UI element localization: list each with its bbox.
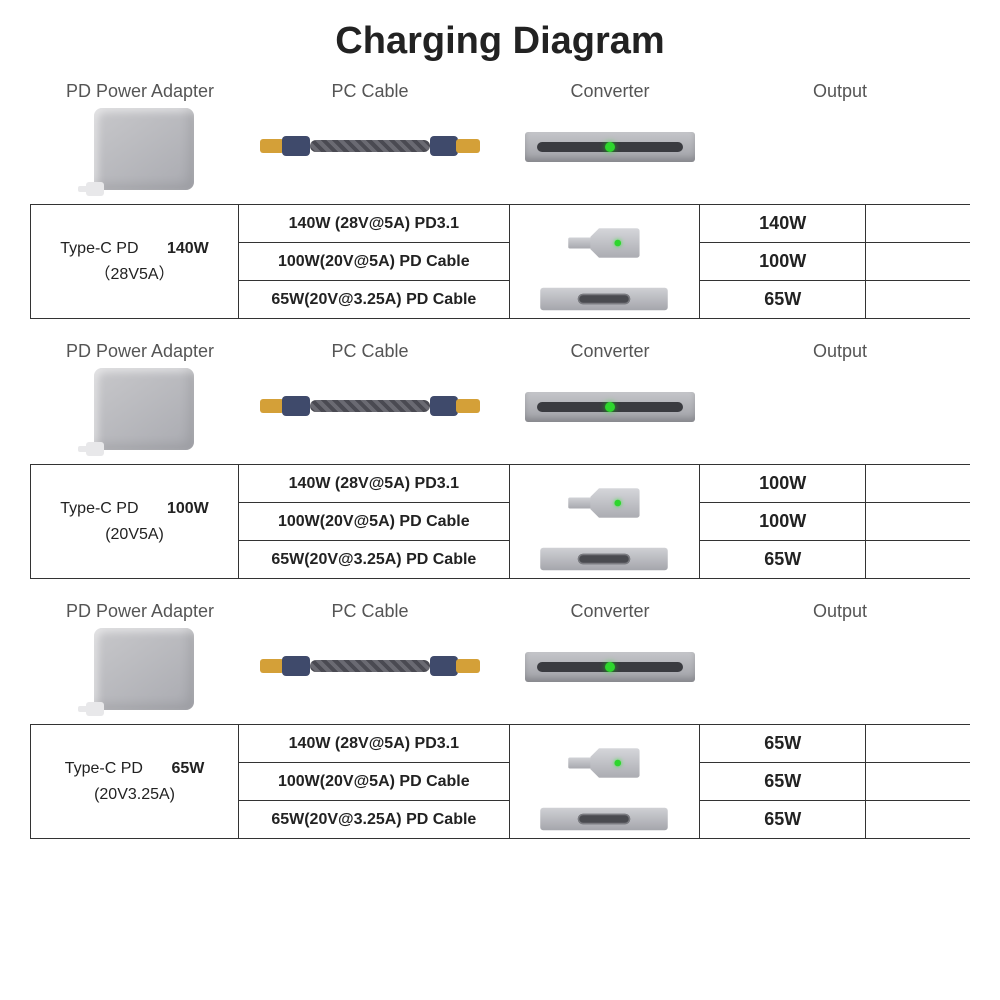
adapter-watt: 140W bbox=[167, 236, 209, 262]
power-adapter-icon bbox=[86, 368, 194, 460]
spec-table: Type-C PD 140W （28V5A）140W (28V@5A) PD3.… bbox=[30, 204, 970, 319]
adapter-cell: Type-C PD 140W （28V5A） bbox=[31, 205, 239, 319]
converter-cell bbox=[509, 801, 699, 839]
spacer-cell bbox=[866, 541, 970, 579]
col-label-converter: Converter bbox=[570, 601, 649, 622]
col-label-cable: PC Cable bbox=[331, 341, 408, 362]
spacer-cell bbox=[866, 465, 970, 503]
section-0: PD Power Adapter PC Cable Converter Outp… bbox=[30, 81, 970, 319]
output-cell: 100W bbox=[699, 243, 865, 281]
output-cell: 65W bbox=[699, 281, 865, 319]
adapter-cell: Type-C PD 65W (20V3.25A) bbox=[31, 725, 239, 839]
output-cell: 140W bbox=[699, 205, 865, 243]
converter-cell bbox=[509, 725, 699, 801]
col-label-output: Output bbox=[813, 601, 867, 622]
pc-cable-icon bbox=[260, 656, 480, 676]
adapter-name: Type-C PD bbox=[60, 240, 138, 257]
converter-cell bbox=[509, 465, 699, 541]
adapter-cell: Type-C PD 100W (20V5A) bbox=[31, 465, 239, 579]
cable-cell: 65W(20V@3.25A) PD Cable bbox=[239, 541, 510, 579]
adapter-watt: 100W bbox=[167, 496, 209, 522]
output-cell: 65W bbox=[699, 541, 865, 579]
converter-usbc-icon bbox=[541, 288, 669, 311]
converter-bar-icon bbox=[525, 392, 695, 422]
cable-cell: 140W (28V@5A) PD3.1 bbox=[239, 725, 510, 763]
power-adapter-icon bbox=[86, 108, 194, 200]
spacer-cell bbox=[866, 801, 970, 839]
spacer-cell bbox=[866, 281, 970, 319]
adapter-name: Type-C PD bbox=[60, 500, 138, 517]
output-cell: 65W bbox=[699, 763, 865, 801]
adapter-spec: (20V3.25A) bbox=[94, 786, 175, 803]
pc-cable-icon bbox=[260, 396, 480, 416]
section-header: PD Power Adapter PC Cable Converter Outp… bbox=[30, 341, 970, 460]
converter-magsafe-icon bbox=[569, 228, 641, 258]
section-1: PD Power Adapter PC Cable Converter Outp… bbox=[30, 341, 970, 579]
pc-cable-icon bbox=[260, 136, 480, 156]
col-label-converter: Converter bbox=[570, 341, 649, 362]
output-cell: 100W bbox=[699, 503, 865, 541]
cable-cell: 100W(20V@5A) PD Cable bbox=[239, 243, 510, 281]
spacer-cell bbox=[866, 725, 970, 763]
charging-diagram-page: Charging Diagram PD Power Adapter PC Cab… bbox=[0, 0, 1000, 871]
col-label-cable: PC Cable bbox=[331, 601, 408, 622]
table-row: Type-C PD 140W （28V5A）140W (28V@5A) PD3.… bbox=[31, 205, 971, 243]
spec-table: Type-C PD 100W (20V5A)140W (28V@5A) PD3.… bbox=[30, 464, 970, 579]
spec-table: Type-C PD 65W (20V3.25A)140W (28V@5A) PD… bbox=[30, 724, 970, 839]
output-cell: 100W bbox=[699, 465, 865, 503]
page-title: Charging Diagram bbox=[30, 20, 970, 63]
table-row: Type-C PD 65W (20V3.25A)140W (28V@5A) PD… bbox=[31, 725, 971, 763]
converter-bar-icon bbox=[525, 132, 695, 162]
cable-cell: 100W(20V@5A) PD Cable bbox=[239, 503, 510, 541]
col-label-adapter: PD Power Adapter bbox=[66, 81, 214, 102]
spacer-cell bbox=[866, 763, 970, 801]
adapter-spec: (20V5A) bbox=[105, 526, 164, 543]
converter-magsafe-icon bbox=[569, 488, 641, 518]
spacer-cell bbox=[866, 243, 970, 281]
section-header: PD Power Adapter PC Cable Converter Outp… bbox=[30, 601, 970, 720]
cable-cell: 65W(20V@3.25A) PD Cable bbox=[239, 801, 510, 839]
col-label-converter: Converter bbox=[570, 81, 649, 102]
col-label-adapter: PD Power Adapter bbox=[66, 341, 214, 362]
col-label-output: Output bbox=[813, 81, 867, 102]
section-2: PD Power Adapter PC Cable Converter Outp… bbox=[30, 601, 970, 839]
cable-cell: 140W (28V@5A) PD3.1 bbox=[239, 465, 510, 503]
col-label-cable: PC Cable bbox=[331, 81, 408, 102]
output-cell: 65W bbox=[699, 801, 865, 839]
power-adapter-icon bbox=[86, 628, 194, 720]
section-header: PD Power Adapter PC Cable Converter Outp… bbox=[30, 81, 970, 200]
converter-bar-icon bbox=[525, 652, 695, 682]
converter-usbc-icon bbox=[541, 808, 669, 831]
converter-usbc-icon bbox=[541, 548, 669, 571]
converter-cell bbox=[509, 281, 699, 319]
col-label-output: Output bbox=[813, 341, 867, 362]
converter-cell bbox=[509, 541, 699, 579]
adapter-watt: 65W bbox=[171, 756, 204, 782]
converter-cell bbox=[509, 205, 699, 281]
spacer-cell bbox=[866, 503, 970, 541]
table-row: Type-C PD 100W (20V5A)140W (28V@5A) PD3.… bbox=[31, 465, 971, 503]
cable-cell: 100W(20V@5A) PD Cable bbox=[239, 763, 510, 801]
adapter-spec: （28V5A） bbox=[95, 266, 175, 283]
output-cell: 65W bbox=[699, 725, 865, 763]
col-label-adapter: PD Power Adapter bbox=[66, 601, 214, 622]
adapter-name: Type-C PD bbox=[65, 760, 143, 777]
cable-cell: 140W (28V@5A) PD3.1 bbox=[239, 205, 510, 243]
converter-magsafe-icon bbox=[569, 748, 641, 778]
cable-cell: 65W(20V@3.25A) PD Cable bbox=[239, 281, 510, 319]
spacer-cell bbox=[866, 205, 970, 243]
